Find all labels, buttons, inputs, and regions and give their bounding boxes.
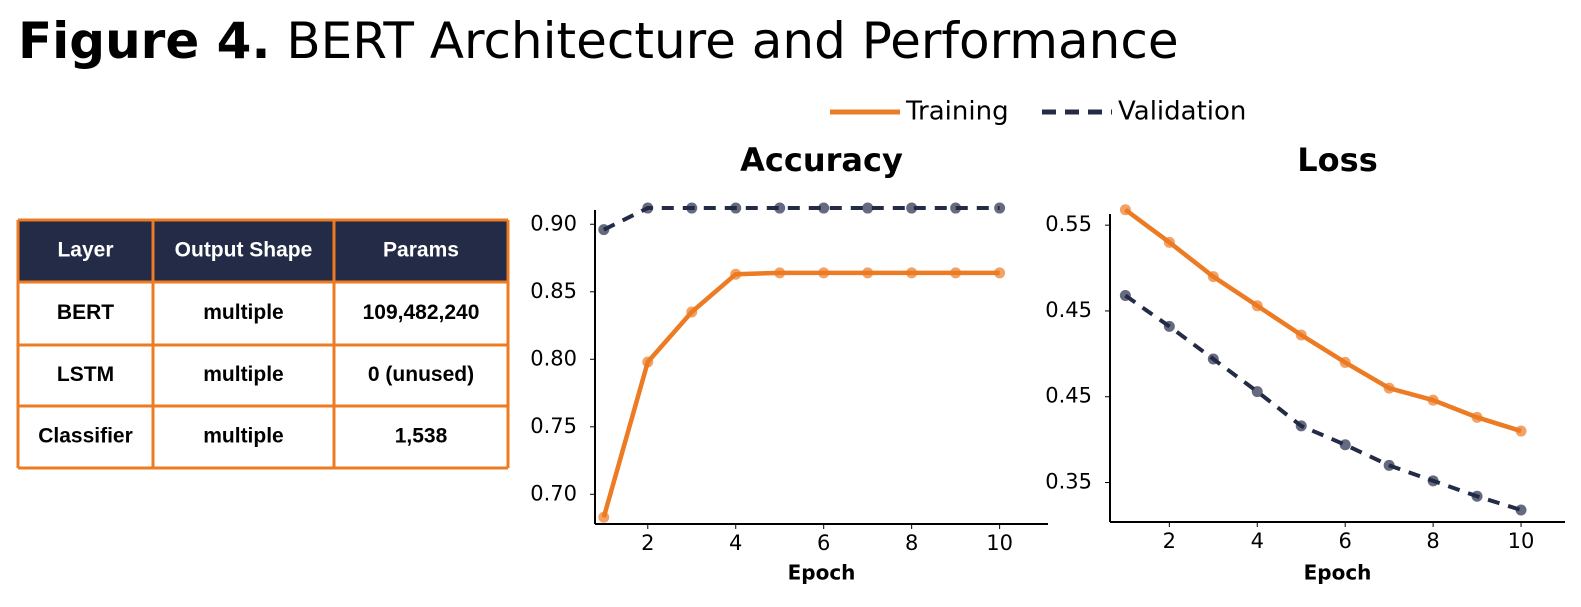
table-header-cell: Params	[383, 239, 459, 262]
table-cell: multiple	[203, 301, 284, 324]
y-tick-label: 0.85	[530, 279, 577, 303]
data-point	[994, 267, 1006, 279]
y-tick-label: 0.45	[1045, 384, 1092, 408]
y-tick-label: 0.45	[1045, 298, 1092, 322]
x-tick-label: 2	[1163, 529, 1176, 553]
y-tick-label: 0.35	[1045, 470, 1092, 494]
data-point	[1163, 320, 1175, 332]
series-line	[602, 206, 1000, 232]
y-tick-label: 0.90	[530, 211, 577, 235]
series-line	[601, 270, 1000, 518]
data-point	[1427, 394, 1439, 406]
figure-label: Figure 4.	[18, 12, 270, 70]
table-cell: BERT	[57, 301, 114, 324]
legend-label: Validation	[1118, 97, 1246, 127]
data-point	[1383, 382, 1395, 394]
data-point	[818, 267, 830, 279]
table-header-cell: Layer	[57, 239, 113, 262]
data-point	[598, 224, 610, 236]
table-cell: 1,538	[395, 425, 448, 448]
data-point	[642, 356, 654, 368]
series-line	[1124, 207, 1522, 434]
data-point	[686, 202, 698, 214]
data-point	[1515, 504, 1527, 516]
table-cell: multiple	[203, 363, 284, 386]
table-cell: LSTM	[57, 363, 114, 386]
data-point	[642, 202, 654, 214]
data-point	[906, 267, 918, 279]
data-point	[1119, 204, 1131, 216]
x-tick-label: 2	[641, 531, 654, 555]
data-point	[950, 202, 962, 214]
chart-title: Accuracy	[740, 141, 903, 179]
table-cell: multiple	[203, 425, 284, 448]
data-point	[818, 202, 830, 214]
data-point	[1295, 329, 1307, 341]
data-point	[1471, 490, 1483, 502]
y-tick-label: 0.70	[530, 481, 577, 505]
x-tick-label: 6	[1339, 529, 1352, 553]
data-point	[906, 202, 918, 214]
table-cell: 0 (unused)	[368, 363, 474, 386]
data-point	[1339, 356, 1351, 368]
data-point	[1471, 411, 1483, 423]
x-tick-label: 8	[905, 531, 918, 555]
table-header-cell: Output Shape	[175, 239, 313, 262]
y-tick-label: 0.75	[530, 414, 577, 438]
figure-caption: BERT Architecture and Performance	[270, 12, 1178, 70]
data-point	[598, 511, 610, 523]
data-point	[1295, 420, 1307, 432]
table-cell: 109,482,240	[363, 301, 480, 324]
x-axis-label: Epoch	[788, 561, 856, 585]
chart-title: Loss	[1297, 141, 1377, 179]
data-point	[730, 202, 742, 214]
data-point	[1251, 300, 1263, 312]
table-cell: Classifier	[38, 425, 133, 448]
data-point	[862, 267, 874, 279]
legend-label: Training	[905, 97, 1009, 127]
data-point	[686, 306, 698, 318]
table-header-bg	[18, 220, 508, 282]
data-point	[1427, 475, 1439, 487]
data-point	[862, 202, 874, 214]
x-tick-label: 6	[817, 531, 830, 555]
data-point	[1251, 386, 1263, 398]
y-tick-label: 0.80	[530, 346, 577, 370]
data-point	[730, 268, 742, 280]
data-point	[1383, 459, 1395, 471]
x-axis-label: Epoch	[1304, 561, 1372, 585]
data-point	[774, 202, 786, 214]
x-tick-label: 4	[1251, 529, 1264, 553]
data-point	[950, 267, 962, 279]
x-tick-label: 8	[1426, 529, 1439, 553]
x-tick-label: 4	[729, 531, 742, 555]
data-point	[994, 202, 1006, 214]
figure-title: Figure 4. BERT Architecture and Performa…	[18, 12, 1179, 70]
x-tick-label: 10	[1508, 529, 1535, 553]
data-point	[1163, 236, 1175, 248]
data-point	[1207, 271, 1219, 283]
series-line	[1124, 293, 1522, 512]
y-tick-label: 0.55	[1045, 212, 1092, 236]
x-tick-label: 10	[986, 531, 1013, 555]
data-point	[1515, 425, 1527, 437]
data-point	[1339, 439, 1351, 451]
data-point	[774, 267, 786, 279]
data-point	[1207, 353, 1219, 365]
data-point	[1119, 290, 1131, 302]
